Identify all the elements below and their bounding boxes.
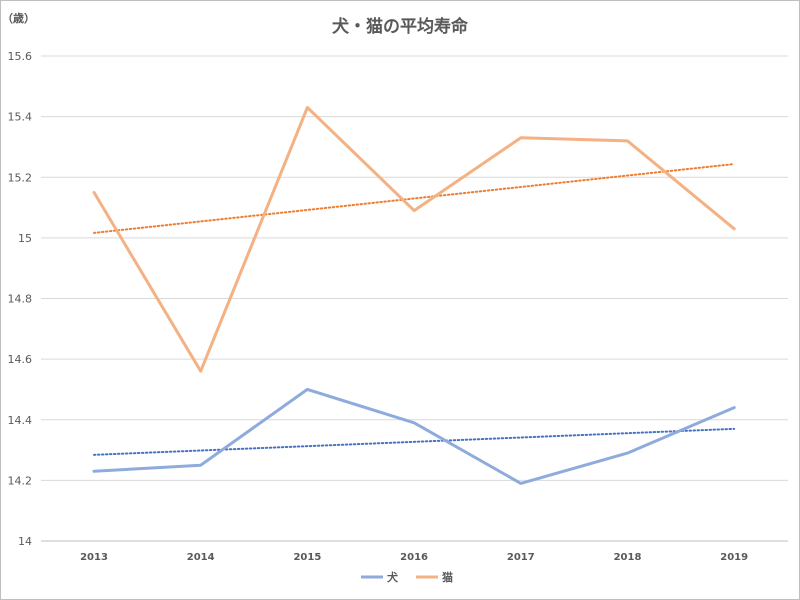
series-line-dog (92, 387, 736, 485)
x-tick-label: 2019 (720, 552, 748, 563)
legend-label-dog: 犬 (387, 570, 399, 584)
gridlines (41, 55, 788, 542)
trendline-dog (93, 427, 736, 456)
series-lines (92, 106, 736, 485)
x-axis-ticks: 2013 2014 2015 2016 2017 2018 2019 (80, 552, 748, 563)
y-tick-label: 14.6 (8, 353, 33, 366)
y-tick-label: 14.8 (8, 293, 33, 306)
x-tick-label: 2014 (187, 552, 215, 563)
y-tick-label: 15 (18, 232, 32, 245)
legend-label-cat: 猫 (442, 570, 453, 584)
y-tick-label: 14.4 (8, 414, 33, 427)
y-tick-label: 15.6 (8, 50, 33, 63)
y-tick-label: 15.4 (8, 111, 33, 124)
x-tick-label: 2018 (614, 552, 642, 563)
legend: 犬猫 (361, 570, 453, 584)
y-axis-ticks: 14 14.2 14.4 14.6 14.8 15 15.2 15.4 15.6 (8, 50, 33, 548)
x-tick-label: 2016 (400, 552, 428, 563)
trendlines (93, 163, 736, 456)
x-tick-label: 2013 (80, 552, 108, 563)
chart-title: 犬・猫の平均寿命 (332, 16, 469, 37)
y-axis-unit-label: （歳） (2, 11, 35, 25)
x-tick-label: 2015 (293, 552, 321, 563)
x-tick-label: 2017 (507, 552, 535, 563)
y-tick-label: 14.2 (8, 474, 33, 487)
trendline-cat (93, 163, 736, 234)
y-tick-label: 14 (18, 535, 32, 548)
series-line-cat (92, 106, 736, 373)
y-tick-label: 15.2 (8, 171, 33, 184)
